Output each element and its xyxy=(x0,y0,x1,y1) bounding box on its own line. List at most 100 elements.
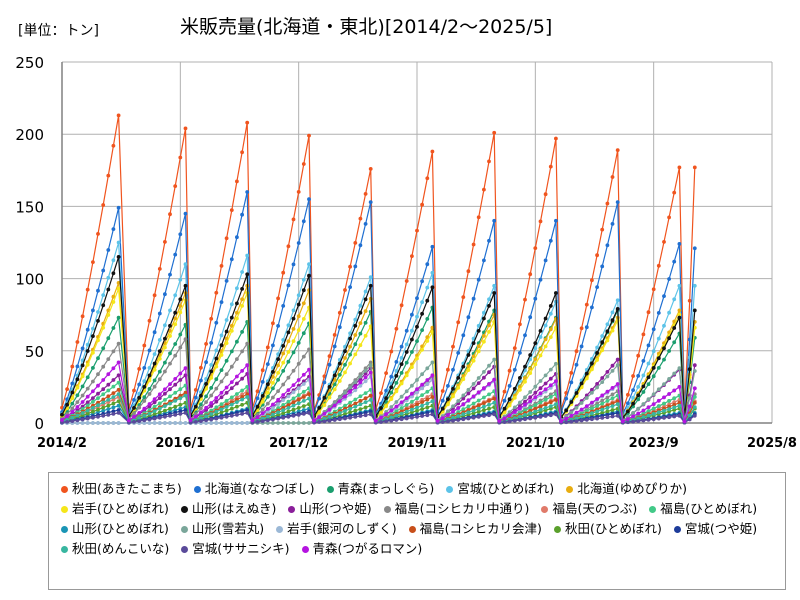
data-point xyxy=(152,397,157,402)
data-point xyxy=(224,408,229,413)
data-point xyxy=(662,323,666,328)
data-point xyxy=(476,409,481,414)
data-point xyxy=(75,413,80,418)
data-point xyxy=(296,241,301,245)
legend-label: 岩手(銀河のしずく) xyxy=(287,521,397,536)
data-point xyxy=(163,391,167,396)
data-point xyxy=(163,408,167,413)
data-point xyxy=(276,363,280,368)
data-point xyxy=(286,330,291,335)
data-point xyxy=(672,396,677,401)
data-point xyxy=(353,404,358,409)
data-point xyxy=(476,415,481,419)
data-point xyxy=(327,418,332,423)
data-point xyxy=(281,403,286,407)
data-point xyxy=(399,356,404,360)
data-point xyxy=(651,366,656,370)
data-point xyxy=(363,297,368,302)
data-point xyxy=(85,403,90,408)
data-point xyxy=(466,368,471,372)
data-point xyxy=(276,357,280,361)
data-point xyxy=(240,304,245,308)
data-point xyxy=(229,421,234,425)
data-point xyxy=(142,366,147,370)
data-point xyxy=(157,311,162,316)
data-point xyxy=(301,162,306,166)
data-point xyxy=(425,410,430,415)
data-point xyxy=(183,283,188,288)
data-point xyxy=(281,344,286,348)
data-point xyxy=(420,279,424,284)
data-point xyxy=(446,367,450,372)
data-point xyxy=(281,411,286,416)
data-point xyxy=(296,393,301,397)
data-point xyxy=(564,420,569,425)
data-point xyxy=(394,413,399,418)
data-point xyxy=(538,335,543,339)
data-point xyxy=(348,361,352,366)
data-point xyxy=(286,394,291,399)
data-point xyxy=(106,421,111,425)
data-point xyxy=(101,408,106,413)
series-1 xyxy=(60,190,697,417)
data-point xyxy=(337,372,342,377)
data-point xyxy=(353,352,358,357)
legend-marker xyxy=(180,525,188,533)
data-point xyxy=(502,410,507,415)
data-point xyxy=(523,399,527,404)
data-point xyxy=(512,416,517,420)
data-point xyxy=(538,415,543,419)
data-point xyxy=(224,421,229,425)
data-point xyxy=(641,415,646,419)
data-point xyxy=(106,394,111,399)
x-tick-label: 2019/11 xyxy=(387,436,446,451)
data-point xyxy=(199,393,203,398)
data-point xyxy=(240,395,245,399)
data-point xyxy=(384,371,388,375)
data-point xyxy=(487,330,491,334)
data-point xyxy=(656,387,661,392)
data-point xyxy=(296,378,301,382)
data-point xyxy=(152,404,157,409)
data-point xyxy=(420,347,424,352)
legend-label: 秋田(あきたこまち) xyxy=(72,481,182,496)
data-point xyxy=(471,415,476,420)
data-point xyxy=(75,377,80,382)
data-point xyxy=(471,382,476,386)
data-point xyxy=(80,417,85,422)
data-point xyxy=(548,304,553,308)
data-point xyxy=(677,283,682,288)
data-point xyxy=(91,334,95,338)
data-point xyxy=(343,412,347,416)
data-point xyxy=(137,405,142,410)
data-point xyxy=(692,413,697,418)
data-point xyxy=(178,396,183,401)
data-point xyxy=(245,385,250,389)
legend-marker xyxy=(288,505,296,513)
data-point xyxy=(631,388,635,392)
unit-label: [単位：トン] xyxy=(18,23,99,39)
data-point xyxy=(363,289,368,294)
data-point xyxy=(229,406,234,411)
data-point xyxy=(286,283,291,288)
data-point xyxy=(96,310,100,314)
data-point xyxy=(476,390,481,395)
data-point xyxy=(404,389,409,394)
data-point xyxy=(471,408,476,413)
data-point xyxy=(178,378,183,382)
data-point xyxy=(85,327,90,332)
data-point xyxy=(219,402,224,406)
data-point xyxy=(60,412,64,417)
data-point xyxy=(296,314,301,319)
data-point xyxy=(538,391,543,396)
data-point xyxy=(224,405,229,409)
data-point xyxy=(651,327,656,332)
data-point xyxy=(235,381,239,386)
data-point xyxy=(410,405,414,409)
data-point xyxy=(106,407,111,411)
data-point xyxy=(111,300,116,304)
data-point xyxy=(219,353,224,357)
data-point xyxy=(548,367,553,372)
data-point xyxy=(142,385,147,389)
data-point xyxy=(291,400,296,405)
